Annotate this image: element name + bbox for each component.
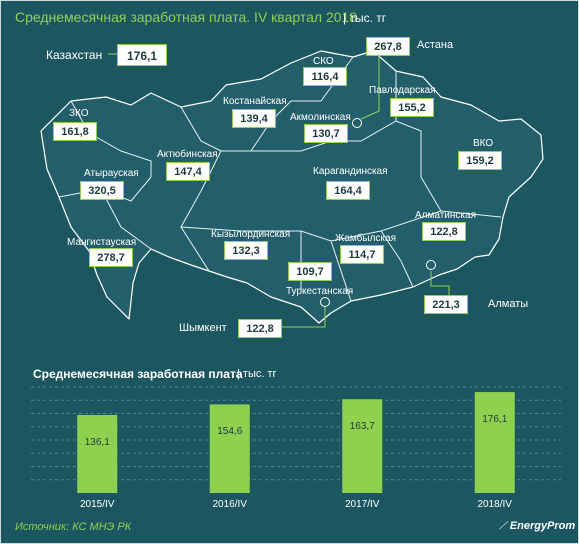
region-label-almaty: Алматы (488, 298, 529, 310)
region-value-sko: 116,4 (303, 67, 347, 86)
region-label-almaty-obl: Алматинская (415, 210, 476, 221)
region-label-zhambyl: Жамбылская (335, 233, 396, 244)
region-label-atyrau: Атырауская (84, 168, 139, 179)
map-outline (40, 50, 544, 324)
region-value-pavlodar: 155,2 (390, 98, 434, 117)
bar-2017/IV (342, 399, 383, 493)
energyprom-logo: ⟋ EnergyProm (499, 520, 575, 533)
border-zhambyl (300, 231, 352, 302)
border-mangistau (100, 188, 152, 250)
bar-2015/IV (77, 415, 118, 493)
x-tick-label: 2015/IV (80, 499, 115, 510)
region-label-karaganda: Карагандинская (313, 166, 388, 177)
region-value-astana: 267,8 (366, 37, 410, 56)
bar-2016/IV (209, 404, 250, 493)
region-value-mangistau: 278,7 (89, 248, 133, 267)
region-value-kyzylorda: 132,3 (224, 241, 268, 260)
page-unit: | тыс. тг (343, 11, 387, 25)
region-label-pavlodar: Павлодарская (369, 85, 436, 96)
astana-pin-icon (352, 118, 362, 128)
x-tick-label: 2016/IV (212, 499, 247, 510)
region-value-almaty: 221,3 (424, 295, 468, 314)
region-label-zko: ЗКО (69, 108, 89, 119)
region-label-sko: СКО (313, 56, 334, 67)
region-value-vko: 159,2 (458, 151, 502, 170)
region-label-akmola: Акмолинская (290, 112, 351, 123)
border-almaty-obl (380, 230, 414, 288)
region-label-turkestan: Туркестанская (286, 286, 354, 297)
border-aktobe-kostanay (180, 106, 251, 152)
region-label-shymkent: Шымкент (179, 322, 227, 334)
national-label: Казахстан (46, 48, 103, 62)
region-label-astana: Астана (417, 39, 454, 51)
page-title: Среднемесячная заработная плата. IV квар… (15, 9, 358, 25)
region-label-kostanay: Костанайская (223, 96, 287, 107)
border-pavlodar (395, 120, 442, 212)
region-label-aktobe: Актюбинская (157, 149, 218, 160)
almaty-pin-icon (426, 260, 436, 270)
x-tick-label: 2017/IV (345, 499, 380, 510)
border-kostanay-sko (250, 56, 354, 152)
bar-value-label: 136,1 (84, 437, 110, 449)
region-value-almaty-obl: 122,8 (422, 222, 466, 241)
region-value-turkestan: 109,7 (288, 262, 332, 281)
chart-unit: | тыс. тг (237, 368, 277, 380)
region-value-aktobe: 147,4 (166, 162, 210, 181)
bar-value-label: 176,1 (482, 414, 508, 426)
source-note: Источник: КС МНЭ РК (15, 521, 132, 533)
national-value: 176,1 (117, 44, 167, 66)
region-value-kostanay: 139,4 (232, 109, 276, 128)
bar-value-label: 154,6 (217, 426, 243, 438)
region-label-vko: ВКО (473, 138, 494, 149)
region-value-zko: 161,8 (53, 122, 97, 141)
region-value-zhambyl: 114,7 (340, 245, 384, 264)
region-value-akmola: 130,7 (304, 124, 348, 143)
region-value-atyrau: 320,5 (80, 181, 124, 200)
bar-chart (31, 386, 561, 493)
logo-mark-icon: ⟋ (499, 520, 510, 532)
logo-text: EnergyProm (509, 520, 576, 532)
kazakhstan-map (40, 50, 544, 324)
region-value-karaganda: 164,4 (326, 181, 370, 200)
border-karaganda-south (180, 150, 222, 272)
region-label-kyzylorda: Кызылординская (211, 229, 291, 240)
chart-title: Среднемесячная заработная плата (33, 367, 243, 381)
x-tick-label: 2018/IV (477, 499, 512, 510)
region-label-mangistau: Мангистауская (67, 237, 137, 248)
bar-value-label: 163,7 (349, 421, 375, 433)
shymkent-pin-icon (320, 297, 330, 307)
bar-2018/IV (474, 392, 515, 493)
region-value-shymkent: 122,8 (238, 319, 282, 338)
